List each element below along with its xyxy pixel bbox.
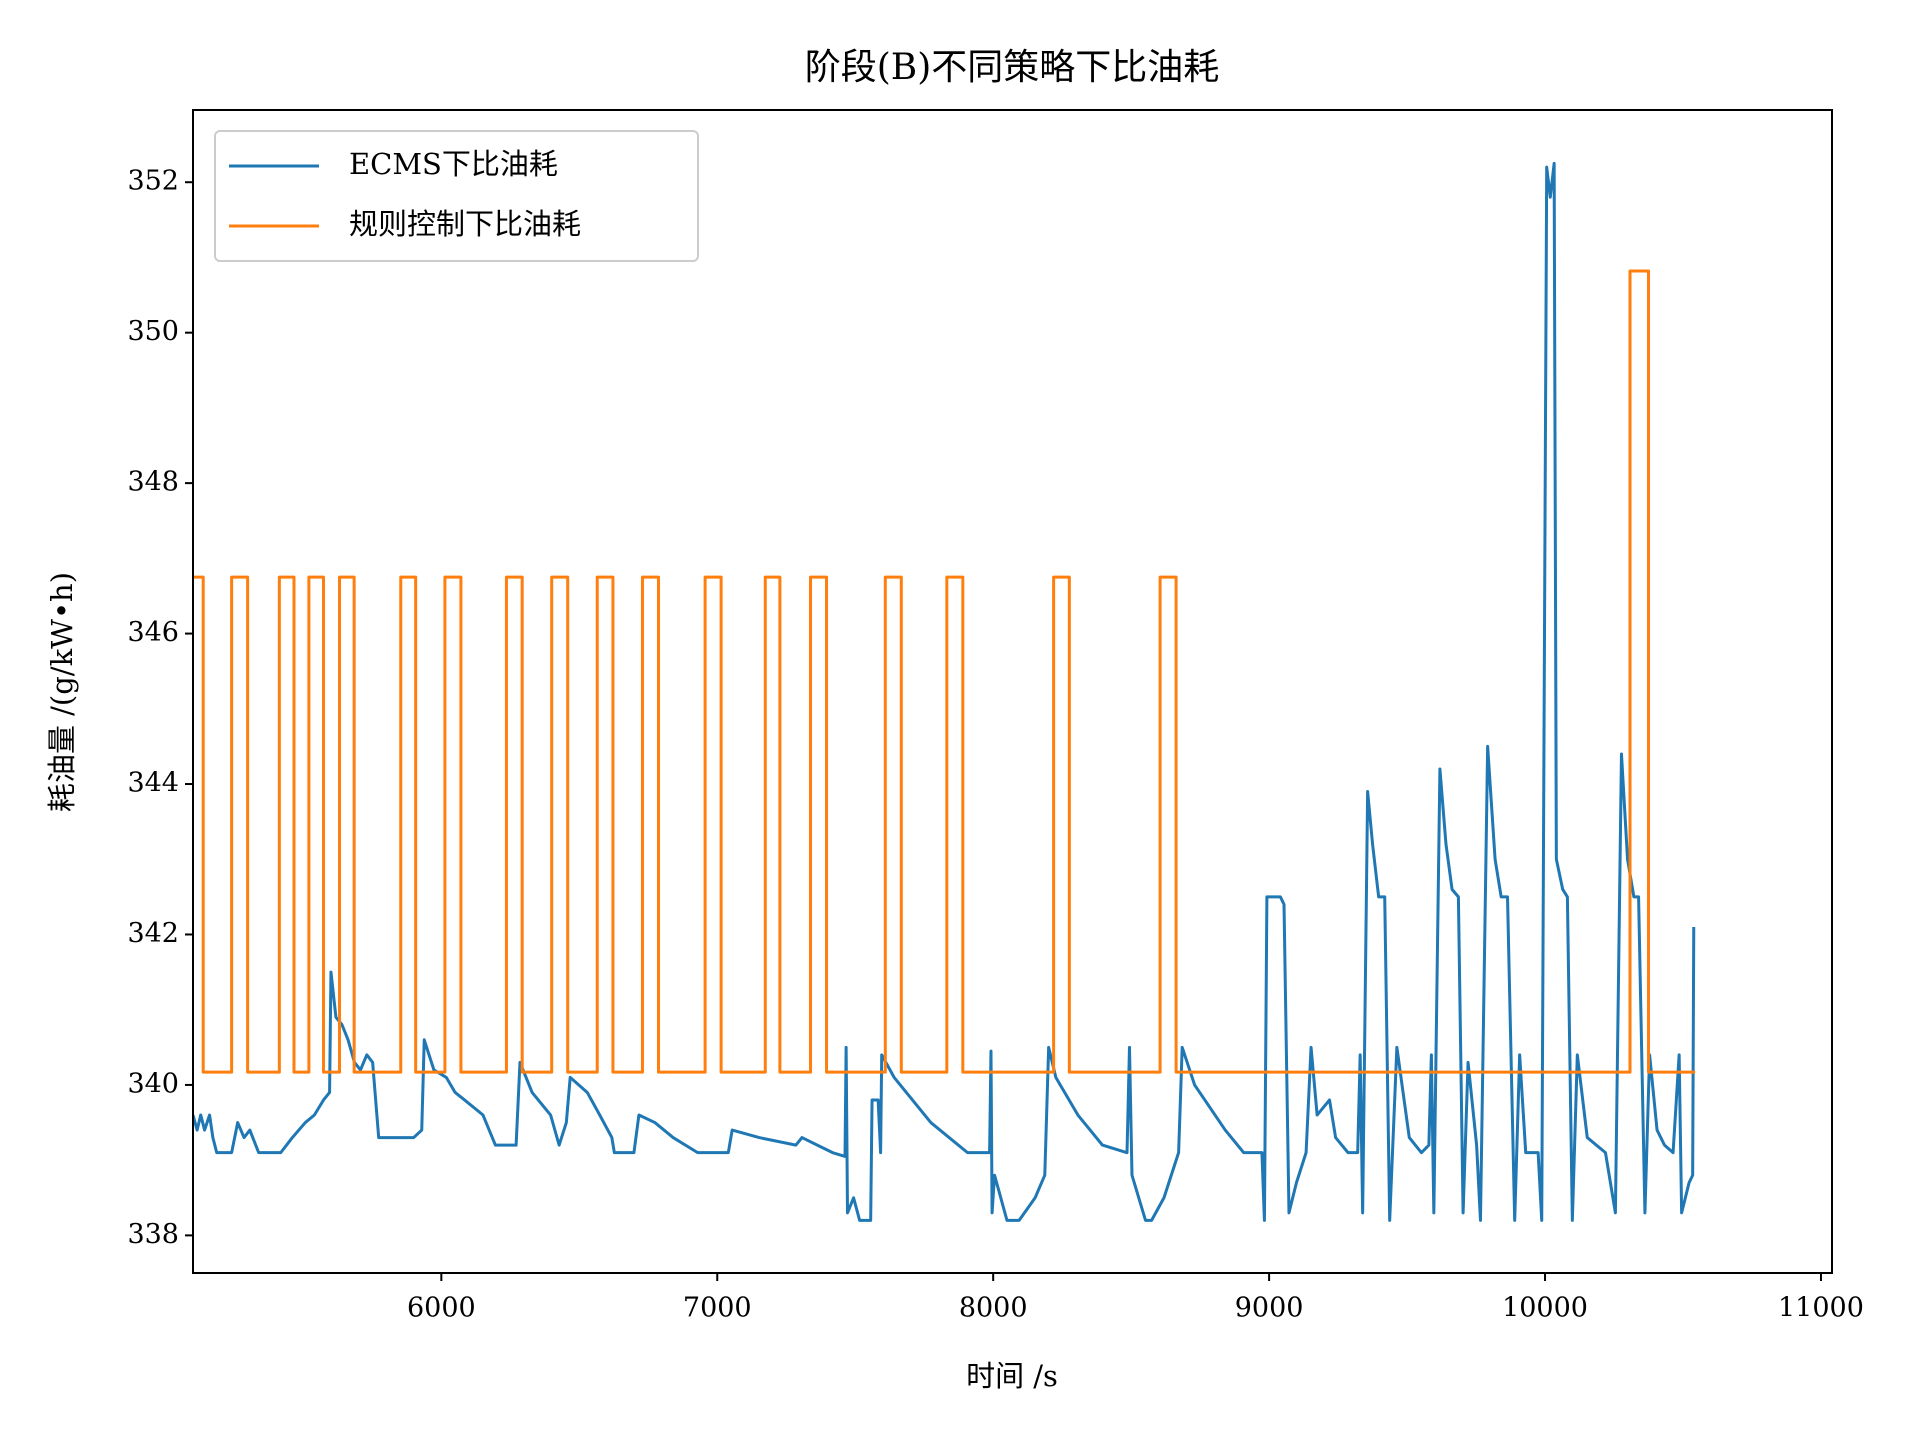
y-tick-label: 342 <box>127 918 179 949</box>
y-tick-label: 346 <box>127 617 179 648</box>
data-line <box>193 269 1696 1074</box>
legend-label: ECMS下比油耗 <box>349 147 558 181</box>
x-tick-label: 8000 <box>959 1293 1028 1324</box>
legend-box <box>214 130 699 262</box>
data-line <box>193 161 1696 1222</box>
y-tick-label: 340 <box>127 1068 179 1099</box>
x-tick-label: 7000 <box>683 1293 752 1324</box>
y-tick-label: 338 <box>127 1219 179 1250</box>
y-tick-label: 350 <box>127 316 179 347</box>
y-axis-label: 耗油量 /(g/kW•h) <box>45 572 79 812</box>
plot-frame <box>192 109 1833 1274</box>
plot-lines <box>193 161 1696 1222</box>
y-tick-label: 344 <box>127 768 179 799</box>
chart-title: 阶段(B)不同策略下比油耗 <box>805 47 1220 88</box>
x-tick-label: 9000 <box>1235 1293 1304 1324</box>
legend-label: 规则控制下比油耗 <box>349 207 581 241</box>
y-tick-label: 348 <box>127 467 179 498</box>
y-tick-label: 352 <box>127 166 179 197</box>
x-tick-label: 10000 <box>1502 1293 1588 1324</box>
x-tick-label: 11000 <box>1778 1293 1864 1324</box>
x-tick-label: 6000 <box>407 1293 476 1324</box>
x-axis-label: 时间 /s <box>966 1359 1058 1393</box>
